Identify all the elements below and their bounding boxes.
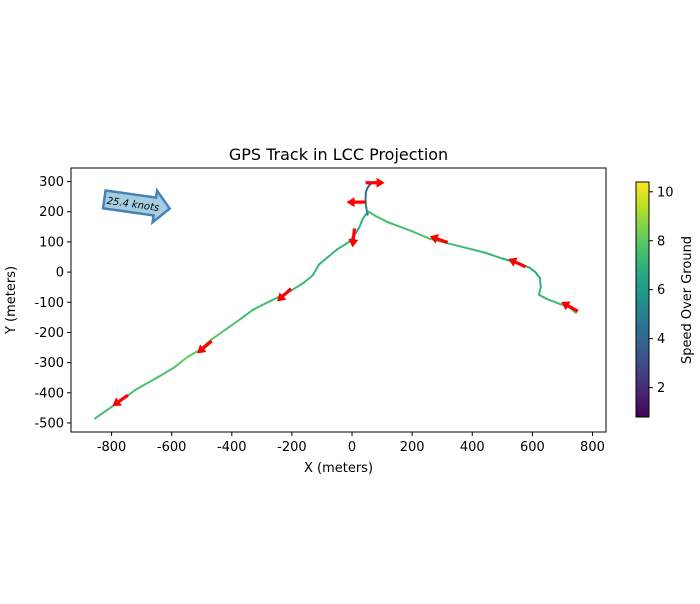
x-axis: -800 -600 -400 -200 0 200 400 600 800 [97,432,605,455]
y-tick-label: 200 [39,205,64,220]
x-tick-label: 200 [400,440,425,455]
x-tick-label: 800 [580,440,605,455]
y-tick-label: -200 [34,326,64,341]
colorbar-tick-label: 10 [657,185,674,200]
colorbar-tick-label: 6 [657,283,665,298]
y-tick-label: -100 [34,296,64,311]
y-tick-label: -400 [34,386,64,401]
y-tick-label: -500 [34,416,64,431]
y-axis-label: Y (meters) [4,266,19,335]
y-tick-label: 0 [56,266,64,281]
x-axis-label: X (meters) [304,461,373,476]
colorbar-ticks: 2 4 6 8 10 [649,185,674,396]
y-tick-label: 100 [39,235,64,250]
colorbar-tick-label: 8 [657,234,665,249]
colorbar-tick-label: 2 [657,381,665,396]
x-tick-label: 0 [348,440,356,455]
colorbar [636,182,649,417]
x-tick-label: -200 [277,440,307,455]
y-tick-label: -300 [34,356,64,371]
colorbar-label: Speed Over Ground [680,236,695,364]
track-segment [540,278,541,287]
x-tick-label: -800 [97,440,127,455]
colorbar-tick-label: 4 [657,332,665,347]
x-tick-label: 400 [460,440,485,455]
y-tick-label: 300 [39,175,64,190]
track-segment [366,200,367,208]
chart-title: GPS Track in LCC Projection [229,145,448,164]
y-axis: -500 -400 -300 -200 -100 0 100 200 300 [34,175,71,431]
x-tick-label: -400 [217,440,247,455]
x-tick-label: 600 [520,440,545,455]
x-tick-label: -600 [157,440,187,455]
